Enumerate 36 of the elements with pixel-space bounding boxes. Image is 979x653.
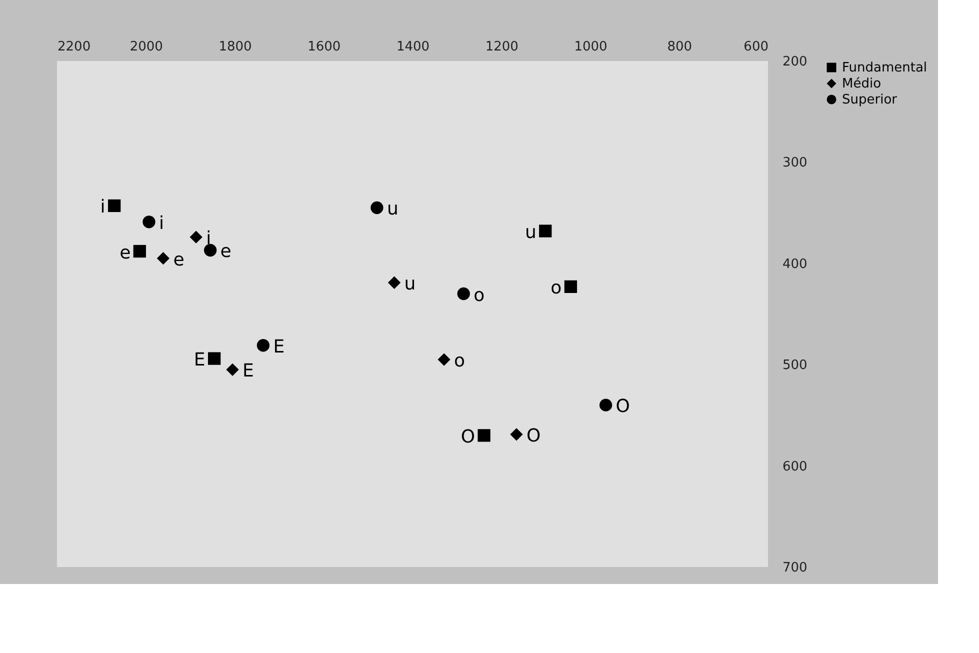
data-label: E	[194, 350, 206, 371]
y-tick-label: 600	[782, 459, 808, 474]
data-label: E	[273, 336, 285, 358]
y-tick-label: 400	[782, 256, 808, 272]
x-tick-label: 1600	[308, 40, 341, 54]
legend-label: Superior	[842, 92, 898, 108]
data-label: e	[120, 242, 131, 264]
x-tick-label: 1200	[485, 40, 518, 54]
y-tick-label: 200	[782, 54, 808, 70]
data-label: O	[460, 426, 476, 448]
data-label: i	[158, 212, 164, 234]
data-label: e	[220, 241, 232, 262]
x-tick-label: 600	[744, 40, 768, 54]
data-label: O	[526, 425, 541, 446]
data-label: o	[550, 278, 562, 299]
data-label: O	[616, 396, 630, 418]
data-label: u	[386, 198, 398, 220]
x-tick-label: 800	[667, 40, 692, 54]
data-label: i	[100, 196, 106, 218]
x-tick-label: 1000	[574, 40, 608, 54]
data-label: o	[454, 350, 466, 372]
data-label: u	[404, 274, 416, 295]
data-label: o	[474, 284, 485, 306]
legend-label: Médio	[842, 76, 882, 92]
x-tick-label: 1400	[396, 40, 430, 54]
y-tick-label: 500	[782, 358, 808, 374]
data-label: u	[524, 222, 536, 244]
x-tick-label: 2200	[58, 40, 91, 54]
data-label: i	[206, 228, 212, 250]
x-tick-label: 2000	[130, 40, 163, 54]
y-tick-label: 300	[782, 156, 808, 171]
data-label: e	[173, 249, 184, 270]
legend-label: Fundamental	[842, 60, 928, 76]
data-label: E	[242, 360, 254, 382]
x-tick-label: 1800	[218, 40, 252, 54]
y-tick-label: 700	[782, 560, 808, 576]
